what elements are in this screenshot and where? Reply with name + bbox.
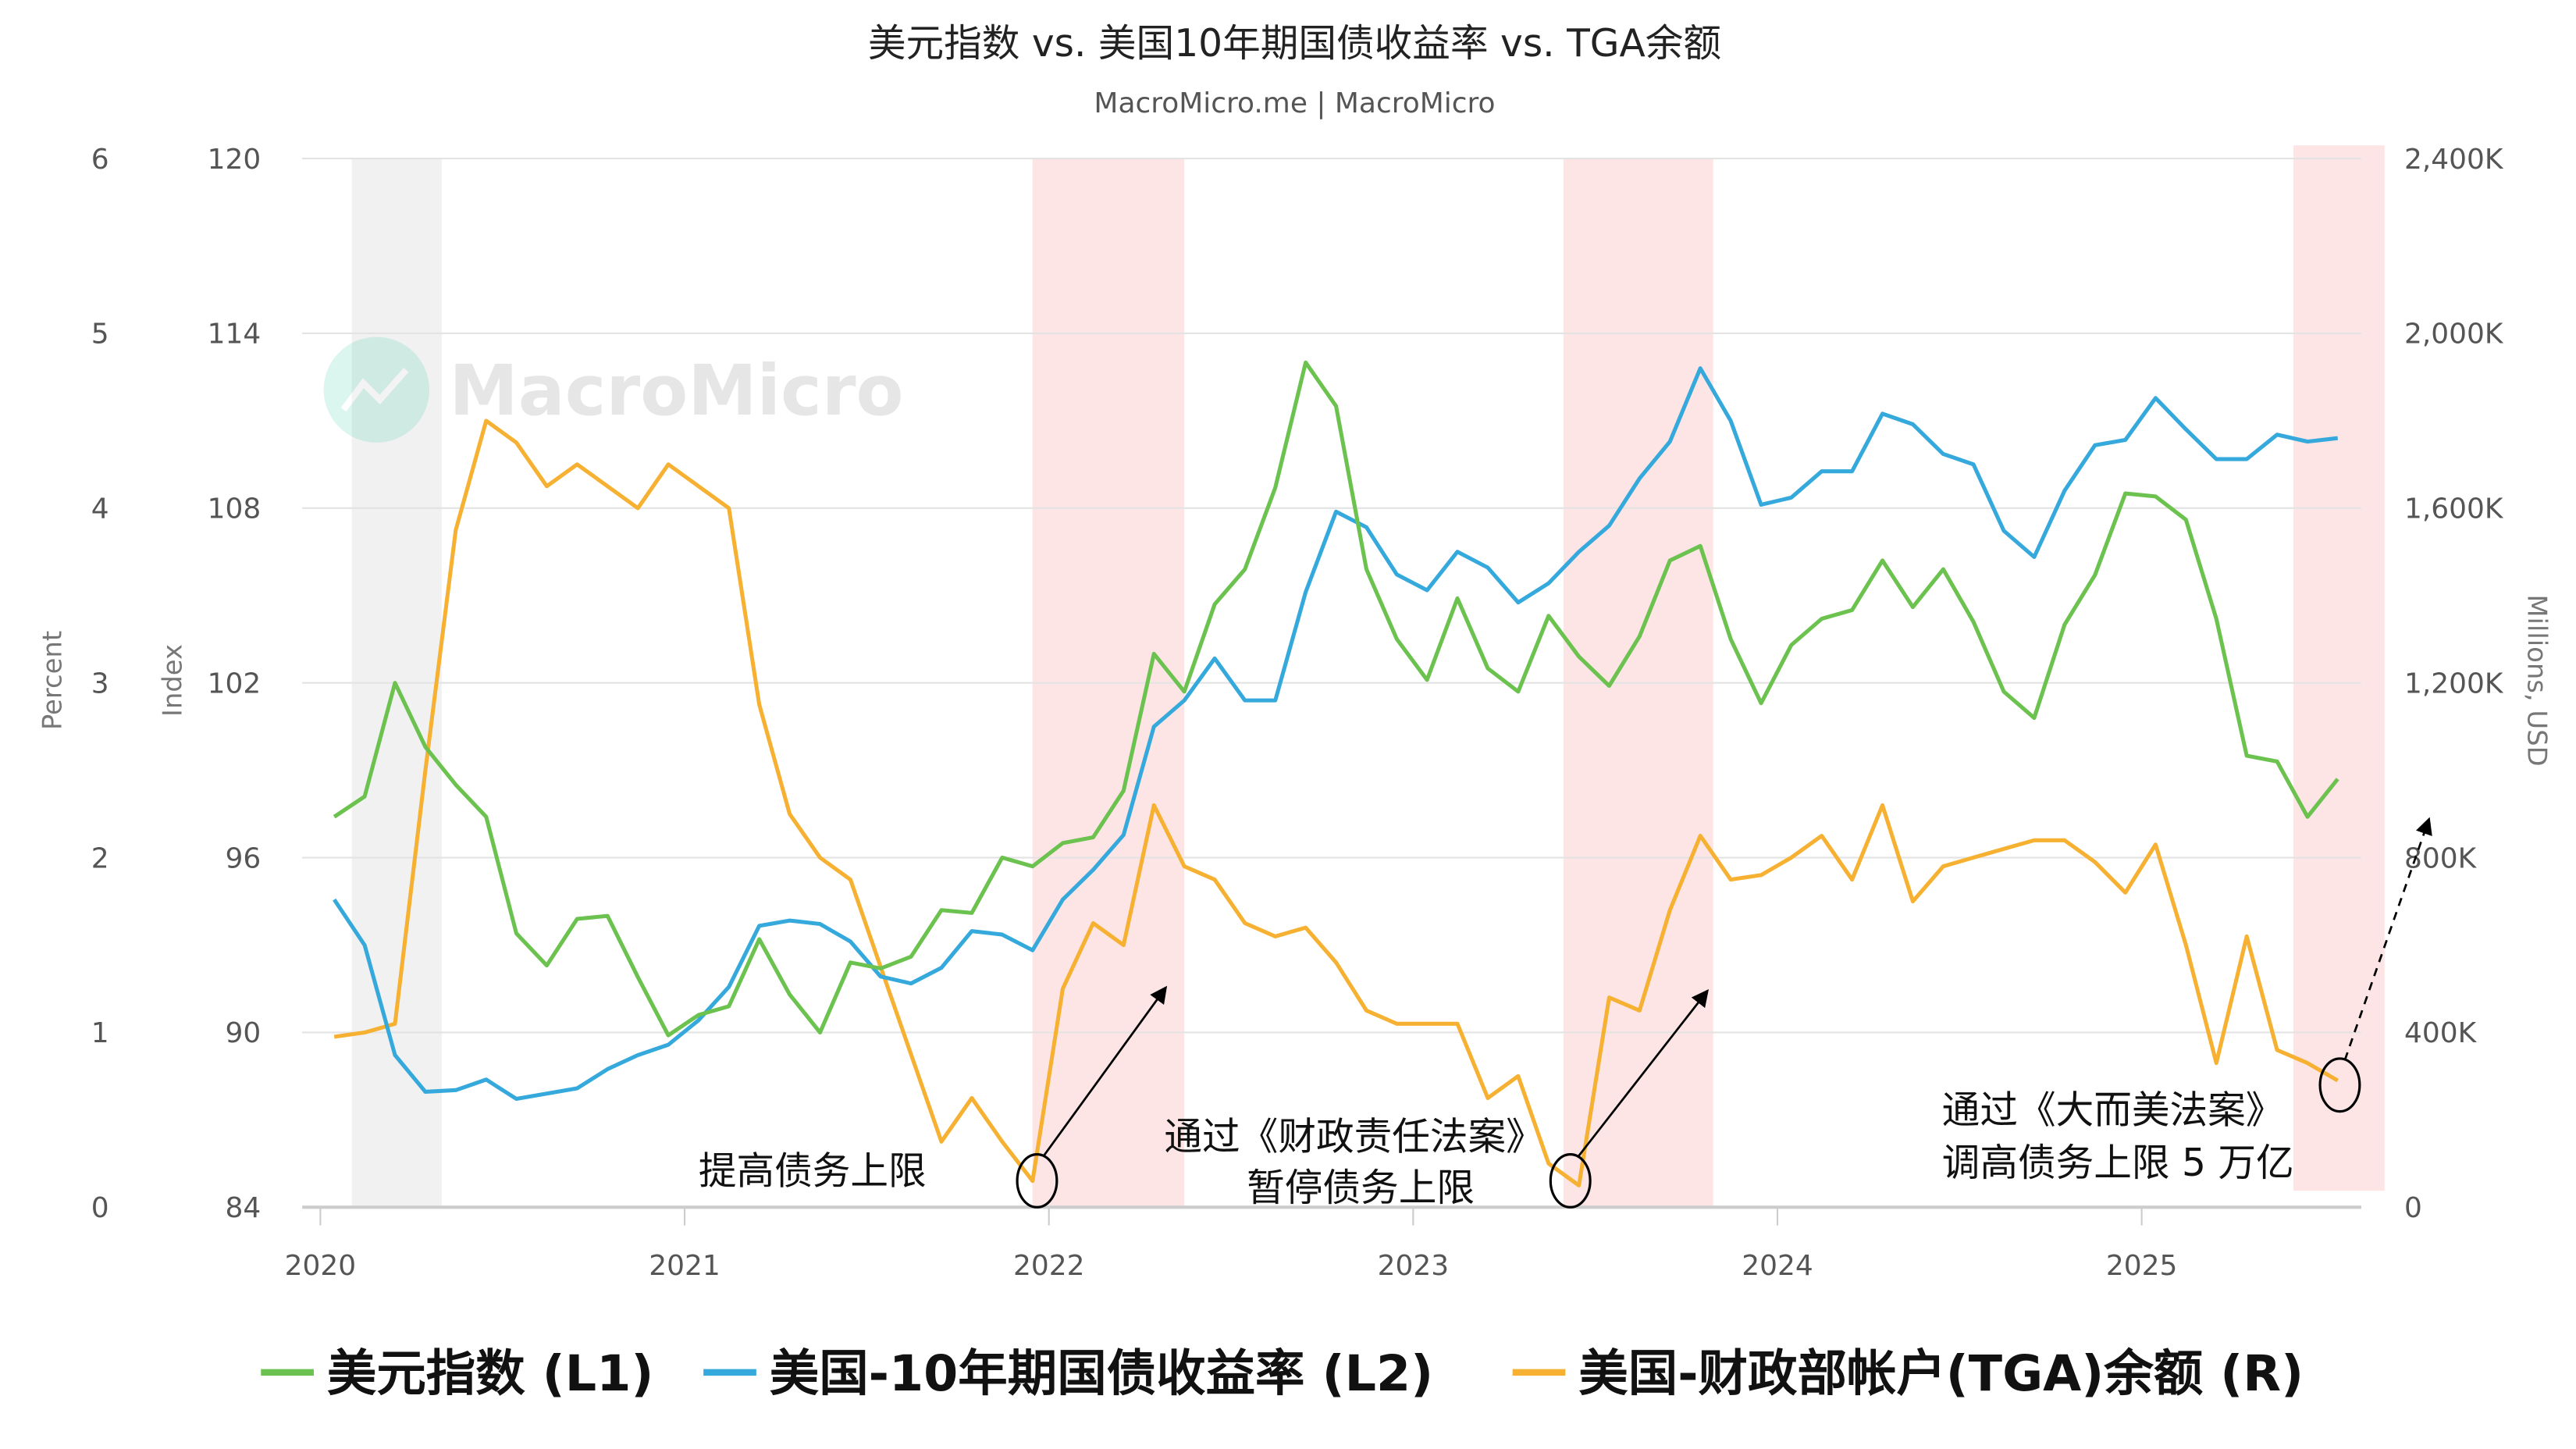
tick-label-right: 400K [2404, 1017, 2478, 1049]
tick-label-year: 2023 [1378, 1250, 1450, 1282]
annotation-circle [1016, 1153, 1059, 1209]
legend-item-dxy: 美元指数 (L1) [261, 1344, 653, 1402]
axis-ticks: 0 84 0 1 90 400K 2 96 800K 3 102 1,200K 4 108 1,600K 5 1… [91, 144, 2504, 1282]
annotations: 提高债务上限 通过《财政责任法案》暂停债务上限 通过《大而美法案》调高债务上限 5 … [699, 817, 2432, 1210]
tick-label-percent: 6 [91, 144, 109, 176]
legend-label: 美元指数 (L1) [327, 1344, 653, 1402]
tick-label-right: 1,200K [2404, 668, 2504, 700]
annotation-arrow-dashed [2343, 817, 2432, 1061]
tick-label-year: 2020 [285, 1250, 357, 1282]
tick-label-right: 2,000K [2404, 319, 2504, 351]
annotation-text: 通过《财政责任法案》 [1164, 1115, 1543, 1159]
tick-label-index: 96 [226, 842, 262, 874]
tick-label-right: 2,400K [2404, 144, 2504, 176]
tick-label-right: 800K [2404, 842, 2478, 874]
axis-label-index: Index [158, 644, 188, 717]
shaded-period [2293, 145, 2385, 1191]
annotation-text: 提高债务上限 [699, 1150, 927, 1194]
tick-label-year: 2021 [649, 1250, 720, 1282]
annotation-text: 通过《大而美法案》 [1942, 1088, 2284, 1132]
tick-label-percent: 0 [91, 1192, 109, 1224]
chart-title: 美元指数 vs. 美国10年期国债收益率 vs. TGA余额 [868, 22, 1721, 66]
series-line-tga [333, 418, 2339, 1187]
tick-label-year: 2025 [2106, 1250, 2178, 1282]
chart-subtitle: MacroMicro.me | MacroMicro [1094, 87, 1495, 119]
tick-label-index: 108 [208, 493, 262, 525]
tick-label-percent: 3 [91, 668, 109, 700]
gridlines [302, 158, 2361, 1209]
tick-label-percent: 2 [91, 842, 109, 874]
tick-label-percent: 5 [91, 319, 109, 351]
watermark-logo-icon [323, 336, 430, 443]
annotation-text: 调高债务上限 5 万亿 [1942, 1141, 2294, 1185]
axis-label-percent: Percent [37, 631, 67, 730]
watermark: MacroMicro [323, 336, 904, 443]
tick-label-year: 2024 [1742, 1250, 1813, 1282]
series-line-10y-yield [333, 366, 2339, 1102]
annotation-arrow [1042, 985, 1168, 1157]
tick-label-right: 0 [2404, 1192, 2422, 1224]
legend: 美元指数 (L1) 美国-10年期国债收益率 (L2) 美国-财政部帐户(TGA)余… [261, 1344, 2304, 1402]
tick-label-percent: 4 [91, 493, 109, 525]
legend-label: 美国-财政部帐户(TGA)余额 (R) [1578, 1344, 2304, 1402]
annotation-circle [2318, 1057, 2361, 1113]
axis-label-millions-usd: Millions, USD [2522, 594, 2553, 766]
series-line-dxy [333, 360, 2339, 1038]
tick-label-percent: 1 [91, 1017, 109, 1049]
tick-label-right: 1,600K [2404, 493, 2504, 525]
legend-label: 美国-10年期国债收益率 (L2) [770, 1344, 1433, 1402]
annotation-text: 暂停债务上限 [1247, 1166, 1475, 1210]
tick-label-index: 114 [208, 319, 262, 351]
annotation-circle [1549, 1153, 1592, 1209]
annotation-arrow [1578, 989, 1709, 1157]
tick-label-index: 90 [226, 1017, 262, 1049]
legend-item-10y-yield: 美国-10年期国债收益率 (L2) [703, 1344, 1433, 1402]
watermark-text: MacroMicro [449, 351, 903, 431]
tick-label-year: 2022 [1013, 1250, 1085, 1282]
tick-label-index: 102 [208, 668, 262, 700]
tick-label-index: 84 [226, 1192, 262, 1224]
legend-item-tga: 美国-财政部帐户(TGA)余额 (R) [1512, 1344, 2304, 1402]
tick-label-index: 120 [208, 144, 262, 176]
watermark-logo-chart-icon [340, 368, 409, 412]
series-lines [333, 360, 2339, 1187]
